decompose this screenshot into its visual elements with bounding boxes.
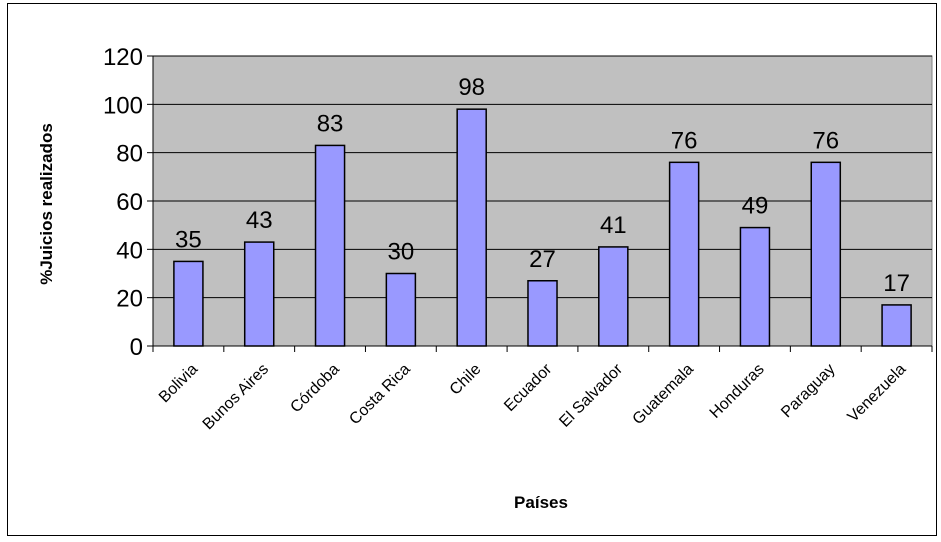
chart-frame: 0 20 40 60 80 100 120 35 Bolivia 43 Bunos Aires 83 C… [7,3,937,536]
data-label: 17 [883,270,910,297]
bar [173,260,204,347]
x-tick-label: El Salvador [556,360,626,430]
y-tick-label: 100 [103,92,143,119]
y-axis-title: %Juicios realizados [37,123,56,285]
data-label: 35 [175,226,202,253]
bar [243,241,275,347]
data-label: 49 [742,193,769,220]
plot-area: 0 20 40 60 80 100 120 35 Bolivia 43 Bunos Aires 83 C… [103,44,933,433]
bar-chart: 0 20 40 60 80 100 120 35 Bolivia 43 Bunos Aires 83 C… [37,44,933,512]
bar [668,161,700,347]
bar [456,108,487,347]
x-tick-label: Venezuela [845,361,910,426]
data-label: 76 [671,127,698,154]
bar [598,246,629,347]
data-label: 30 [388,239,415,266]
bar [385,272,417,347]
bar [881,304,912,347]
x-tick-label: Ecuador [501,360,556,415]
data-label: 83 [317,110,344,137]
x-tick-label: Chile [447,361,485,399]
x-axis-title: Países [514,493,568,512]
bar [527,280,558,347]
x-tick-label: Bolivia [156,361,201,406]
y-tick-label: 0 [130,334,143,361]
bar [810,161,842,347]
x-tick-label: Córdoba [287,361,342,416]
x-tick-label: Paraguay [778,361,838,421]
bar [314,144,346,347]
data-label: 41 [600,212,627,239]
y-tick-label: 120 [103,44,143,71]
x-tick-label: Honduras [707,361,768,422]
x-tick-label: Bunos Aires [200,361,272,433]
data-label: 43 [246,207,273,234]
data-label: 76 [812,127,839,154]
y-tick-label: 80 [116,141,143,168]
x-tick-label: Guatemala [630,361,697,428]
y-tick-label: 60 [116,189,143,216]
y-tick-label: 40 [116,237,143,264]
data-label: 98 [458,74,485,101]
bar [739,226,771,347]
y-tick-label: 20 [116,286,143,313]
data-label: 27 [529,246,556,273]
x-tick-label: Costa Rica [346,361,413,428]
